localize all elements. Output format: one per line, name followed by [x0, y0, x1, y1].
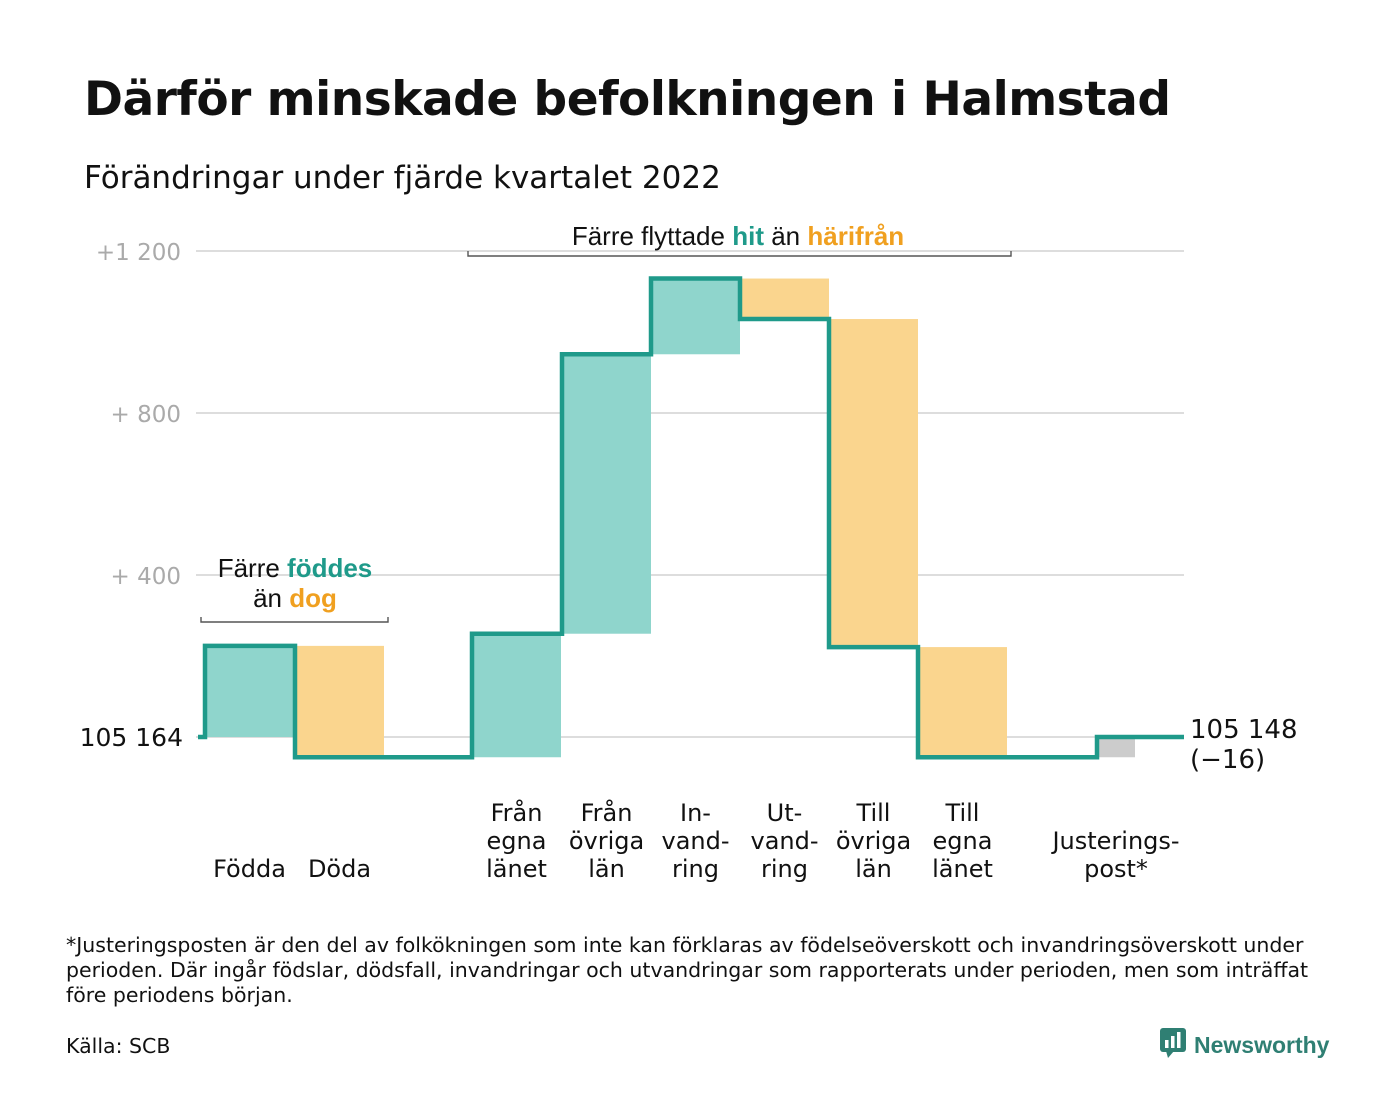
category-label-7-1: egna	[933, 827, 993, 855]
category-label-8-0: Justerings-	[1050, 827, 1179, 855]
bar-födda	[205, 645, 294, 737]
category-label-2-2: länet	[486, 855, 547, 883]
annotation-migration: Färre flyttade hit än härifrån	[572, 221, 904, 251]
category-label-3-0: Från	[581, 798, 633, 827]
bar-invandring	[651, 278, 740, 355]
category-label-6-0: Till	[856, 799, 891, 827]
brand: Newsworthy	[1160, 1028, 1329, 1062]
bars	[205, 278, 1135, 758]
category-label-5-0: Ut-	[767, 799, 803, 827]
bar-till-egna-länet	[918, 647, 1007, 758]
running-total-line	[198, 276, 1184, 760]
brand-name: Newsworthy	[1194, 1031, 1330, 1058]
newsworthy-logo-icon	[1160, 1028, 1186, 1062]
bar-från-övriga-län	[562, 354, 651, 634]
bar-justeringspost	[1097, 737, 1135, 758]
category-label-1-0: Döda	[308, 855, 371, 883]
y-tick-label-2: +1 200	[96, 240, 181, 266]
category-label-3-1: övriga	[569, 827, 644, 855]
annotation-highlight-teal: föddes	[287, 553, 372, 583]
annotation-text: än	[253, 583, 289, 613]
category-label-8-1: post*	[1084, 855, 1148, 883]
waterfall-chart: + 400 + 800 +1 200 105 164 105 148(−16) Född…	[80, 221, 1298, 883]
category-label-6-2: län	[855, 855, 892, 883]
y-tick-label-1: + 800	[111, 402, 181, 428]
bar-utvandring	[740, 278, 829, 320]
category-label-3-2: län	[588, 855, 625, 883]
annotation-highlight-teal: hit	[732, 221, 764, 251]
annotation-highlight-orange: dog	[289, 583, 337, 613]
bracket-births	[200, 617, 389, 623]
category-label-2-1: egna	[487, 827, 547, 855]
category-label-5-2: ring	[761, 855, 808, 883]
category-label-4-0: In-	[680, 799, 711, 827]
chart-title: Därför minskade befolkningen i Halmstad	[84, 72, 1171, 127]
annotation-highlight-orange: härifrån	[807, 221, 904, 251]
category-label-6-1: övriga	[836, 827, 911, 855]
source-note: Källa: SCB	[66, 1034, 171, 1058]
end-value-label-1: (−16)	[1190, 745, 1265, 775]
y-tick-label-0: + 400	[111, 564, 181, 590]
annotation-text: Färre flyttade	[572, 221, 732, 251]
category-label-0-0: Födda	[213, 855, 286, 883]
category-label-7-0: Till	[945, 799, 980, 827]
bracket-migration	[467, 251, 1012, 257]
step-line	[198, 276, 1184, 760]
category-label-4-2: ring	[672, 855, 719, 883]
bar-till-övriga-län	[829, 319, 918, 648]
category-label-7-2: länet	[932, 855, 993, 883]
footnote: *Justeringsposten är den del av folkökni…	[66, 933, 1309, 1007]
annotation-text: Färre	[218, 553, 287, 583]
start-value-label: 105 164	[80, 723, 183, 752]
axis-labels: 105 164 105 148(−16)Födda DödaFrånegnaläne…	[80, 715, 1298, 883]
category-label-5-1: vand-	[750, 827, 818, 855]
chart-subtitle: Förändringar under fjärde kvartalet 2022	[84, 160, 721, 196]
annotation-births-line2: än dog	[253, 583, 337, 613]
bar-från-egna-länet	[472, 633, 561, 758]
bar-döda	[295, 645, 384, 758]
annotation-births-line1: Färre föddes	[218, 553, 373, 583]
category-label-4-1: vand-	[661, 827, 729, 855]
category-label-2-0: Från	[491, 798, 543, 827]
annotation-text: än	[764, 221, 807, 251]
end-value-label-0: 105 148	[1190, 715, 1298, 745]
